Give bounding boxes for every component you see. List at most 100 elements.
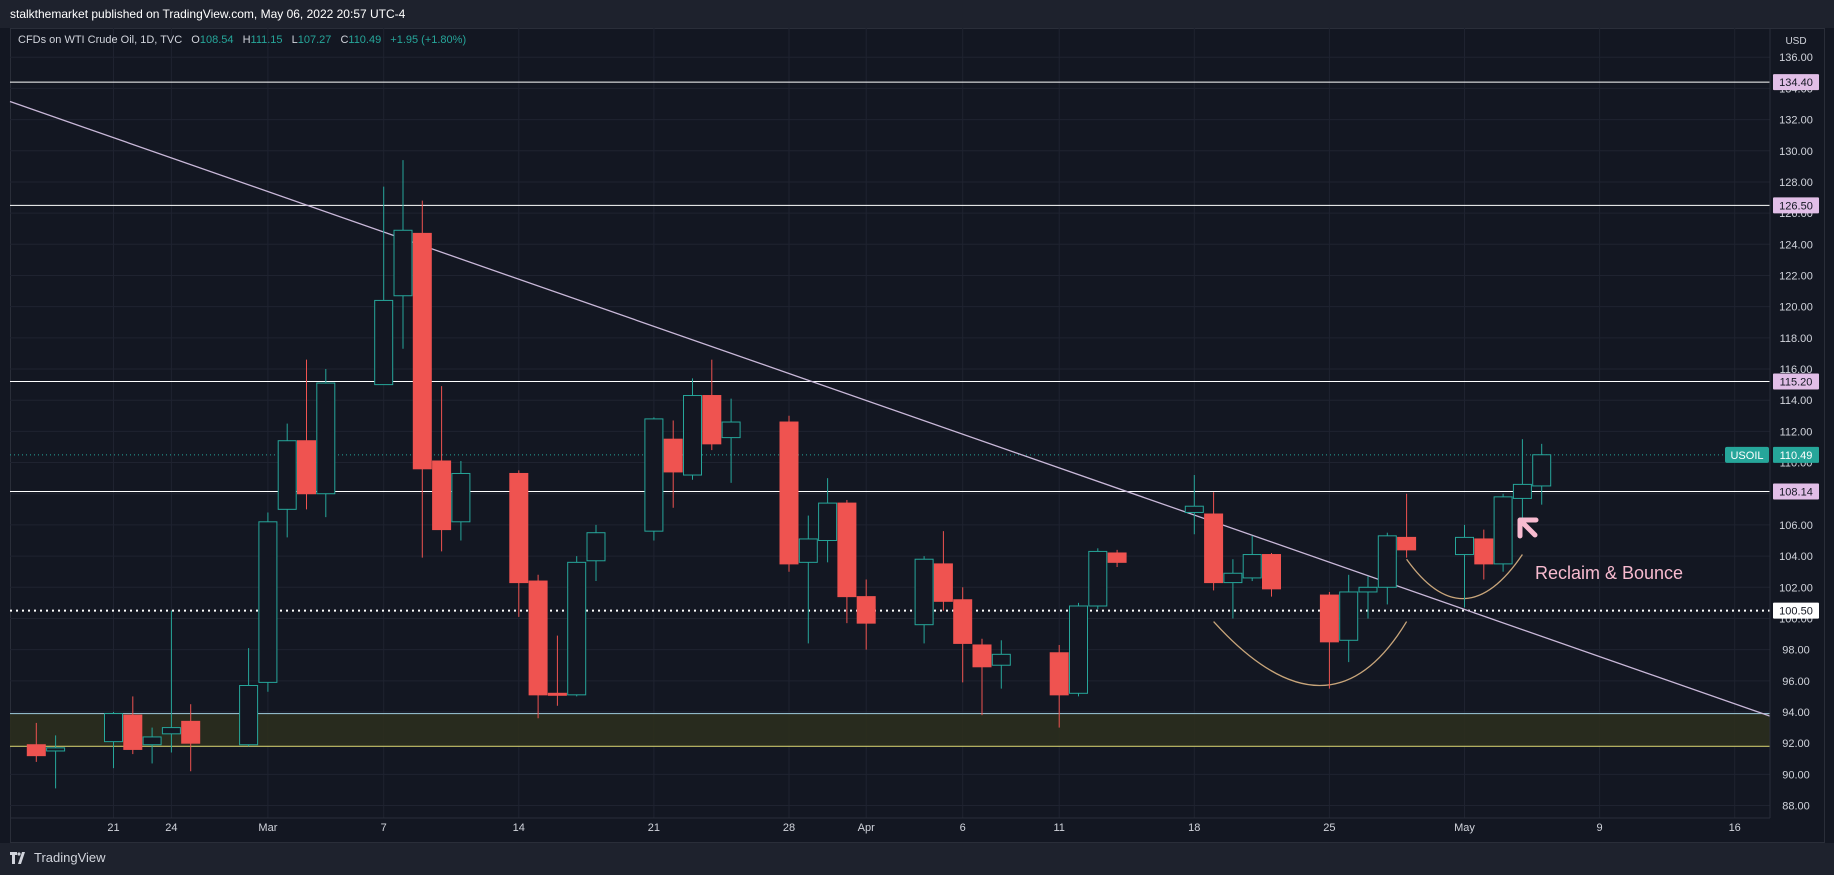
price-axis-tick: 116.00 — [1780, 364, 1813, 376]
level-price-label-bg — [1773, 197, 1819, 214]
candle-body-down[interactable] — [972, 644, 992, 668]
candle-body-up[interactable] — [991, 653, 1011, 666]
legend-symbol: CFDs on WTI Crude Oil, 1D, TVC — [18, 34, 183, 46]
last-price-label-bg — [1773, 446, 1819, 463]
price-axis-tick: 122.00 — [1779, 270, 1813, 282]
level-price-label-bg — [1773, 483, 1819, 500]
candle-body-up[interactable] — [451, 472, 471, 523]
time-axis-tick: Apr — [858, 822, 875, 834]
candle-body-down[interactable] — [297, 440, 316, 495]
candle-body-up[interactable] — [818, 502, 838, 542]
legend-change: +1.95 (+1.80%) — [390, 34, 467, 46]
time-axis-tick: 9 — [1597, 822, 1603, 834]
support-zone — [10, 713, 1770, 747]
candle-body-down[interactable] — [702, 395, 722, 445]
candle-body-up[interactable] — [586, 532, 606, 562]
candle-body-up[interactable] — [239, 684, 259, 746]
candle-body-down[interactable] — [1107, 552, 1127, 563]
candle-body-up[interactable] — [567, 561, 587, 696]
price-axis-tick: 128.00 — [1779, 177, 1813, 189]
price-axis-tick: 104.00 — [1779, 551, 1813, 563]
candle-body-down[interactable] — [1262, 554, 1281, 590]
price-axis-tick: 102.00 — [1779, 582, 1813, 594]
candle-body-up[interactable] — [1512, 483, 1532, 499]
time-axis-tick: 25 — [1323, 822, 1335, 834]
candle-body-up[interactable] — [721, 421, 741, 439]
price-axis-tick: 136.00 — [1779, 52, 1813, 64]
publish-text: stalkthemarket published on TradingView.… — [10, 7, 406, 21]
candle-body-down[interactable] — [1204, 513, 1224, 584]
descending-trendline[interactable] — [9, 100, 1771, 717]
level-price-label: 126.50 — [1779, 200, 1813, 212]
legend-close-value: 110.49 — [348, 34, 382, 46]
candle-body-down[interactable] — [953, 599, 973, 644]
time-axis-tick: 11 — [1053, 822, 1064, 834]
candle-body-down[interactable] — [509, 472, 529, 584]
time-axis-tick: 6 — [960, 822, 966, 834]
symbol-badge-bg — [1725, 446, 1769, 463]
candle-body-up[interactable] — [1088, 550, 1108, 607]
candle-body-down[interactable] — [856, 596, 876, 624]
candle-body-down[interactable] — [123, 714, 143, 750]
candle-body-down[interactable] — [1474, 538, 1494, 565]
candle-body-down[interactable] — [412, 232, 432, 470]
price-axis-tick: 94.00 — [1782, 707, 1810, 719]
level-price-label-bg — [1773, 74, 1819, 91]
candle-body-down[interactable] — [528, 580, 548, 696]
tradingview-logo[interactable]: TradingView — [10, 850, 106, 865]
candle-body-up[interactable] — [1242, 554, 1262, 579]
price-axis-tick: 98.00 — [1782, 645, 1810, 657]
price-axis-tick: 132.00 — [1779, 115, 1813, 127]
candle-body-up[interactable] — [142, 736, 162, 746]
candle-body-down[interactable] — [933, 563, 953, 602]
candle-body-down[interactable] — [1319, 594, 1339, 643]
legend-high-value: 111.15 — [250, 34, 283, 46]
annotation-arrow-icon — [1517, 517, 1539, 539]
candle-body-up[interactable] — [1339, 591, 1359, 641]
candle-body-up[interactable] — [1069, 605, 1088, 694]
time-axis-tick: May — [1454, 822, 1475, 834]
candle-body-up[interactable] — [277, 440, 297, 510]
publish-header: stalkthemarket published on TradingView.… — [0, 0, 1834, 28]
candle-body-down[interactable] — [1397, 536, 1417, 551]
candle-body-down[interactable] — [663, 438, 683, 473]
candle-body-down[interactable] — [1049, 652, 1069, 696]
price-axis-tick: 112.00 — [1780, 426, 1813, 438]
candle-body-up[interactable] — [914, 558, 934, 626]
symbol-legend: CFDs on WTI Crude Oil, 1D, TVC O108.54 H… — [18, 34, 466, 46]
candle-body-down[interactable] — [779, 421, 799, 565]
candle-body-up[interactable] — [798, 538, 818, 563]
candle-body-up[interactable] — [46, 747, 66, 752]
price-axis-tick: 130.00 — [1779, 146, 1813, 158]
last-price-label: 110.49 — [1780, 450, 1813, 462]
candle-body-up[interactable] — [644, 418, 664, 532]
candle-body-up[interactable] — [374, 299, 394, 386]
candle-body-down[interactable] — [837, 502, 857, 598]
price-axis-currency: USD — [1785, 36, 1806, 47]
candle-body-up[interactable] — [104, 713, 123, 743]
time-axis-tick: Mar — [258, 822, 277, 834]
candle-body-up[interactable] — [1455, 536, 1474, 556]
candle-body-down[interactable] — [181, 720, 201, 744]
candle-body-up[interactable] — [161, 727, 181, 735]
price-axis-tick: 106.00 — [1779, 520, 1813, 532]
brand-name: TradingView — [34, 850, 106, 865]
legend-high-label: H — [242, 34, 251, 46]
candle-body-up[interactable] — [1223, 572, 1243, 584]
candle-body-up[interactable] — [1184, 505, 1204, 513]
candle-body-up[interactable] — [393, 229, 413, 297]
candle-body-down[interactable] — [432, 460, 452, 531]
candle-body-up[interactable] — [258, 521, 278, 683]
annotation-text: Reclaim & Bounce — [1535, 563, 1683, 583]
candle-body-up[interactable] — [1493, 496, 1513, 565]
candle-body-down[interactable] — [547, 692, 567, 696]
candle-body-down[interactable] — [26, 744, 46, 757]
candle-body-up[interactable] — [683, 395, 702, 476]
candle-body-up[interactable] — [316, 382, 336, 495]
candle-body-up[interactable] — [1377, 535, 1397, 588]
time-axis-tick: 7 — [381, 822, 387, 834]
candle-body-up[interactable] — [1358, 586, 1378, 593]
candle-body-up[interactable] — [1532, 454, 1552, 487]
price-axis-tick: 90.00 — [1782, 769, 1810, 781]
